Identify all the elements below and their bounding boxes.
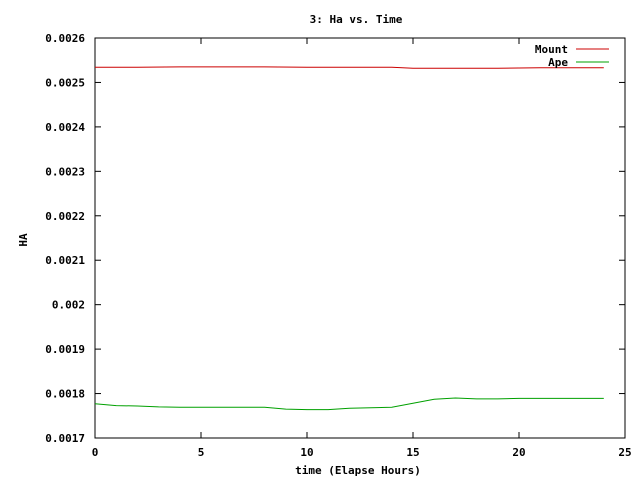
x-axis-label: time (Elapse Hours) xyxy=(295,464,421,477)
y-tick-label: 0.0022 xyxy=(45,210,85,223)
y-tick-label: 0.0021 xyxy=(45,254,85,267)
x-tick-label: 10 xyxy=(300,446,313,459)
series-layer xyxy=(94,66,604,411)
chart-title: 3: Ha vs. Time xyxy=(310,13,403,26)
series-line-ape xyxy=(94,397,604,411)
y-axis-label: HA xyxy=(17,233,30,247)
x-tick-label: 20 xyxy=(512,446,525,459)
y-tick-label: 0.0026 xyxy=(45,32,85,45)
legend-label-ape: Ape xyxy=(548,56,568,69)
x-tick-label: 15 xyxy=(406,446,419,459)
y-tick-label: 0.0018 xyxy=(45,388,85,401)
y-tick-label: 0.0017 xyxy=(45,432,85,445)
plot-frame xyxy=(94,37,626,439)
x-tick-label: 5 xyxy=(198,446,205,459)
y-tick-label: 0.0025 xyxy=(45,76,85,89)
tick-labels: 0 5 10 15 20 25 0.0017 0.0018 0.0019 0.002 0.0021 0… xyxy=(45,32,631,459)
ticks xyxy=(94,37,626,439)
y-tick-label: 0.0023 xyxy=(45,165,85,178)
x-tick-label: 0 xyxy=(92,446,99,459)
y-tick-label: 0.0019 xyxy=(45,343,85,356)
y-tick-label: 0.002 xyxy=(52,299,85,312)
y-tick-label: 0.0024 xyxy=(45,121,85,134)
x-tick-label: 25 xyxy=(618,446,631,459)
legend-label-mount: Mount xyxy=(535,43,568,56)
series-line-mount xyxy=(95,66,604,69)
